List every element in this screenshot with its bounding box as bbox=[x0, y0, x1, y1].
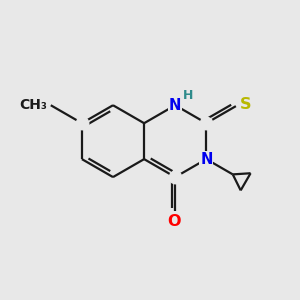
Text: N: N bbox=[200, 152, 212, 166]
Text: N: N bbox=[169, 98, 182, 113]
Text: O: O bbox=[167, 214, 181, 229]
Text: CH₃: CH₃ bbox=[20, 98, 47, 112]
Text: H: H bbox=[183, 89, 193, 102]
Text: S: S bbox=[239, 97, 251, 112]
